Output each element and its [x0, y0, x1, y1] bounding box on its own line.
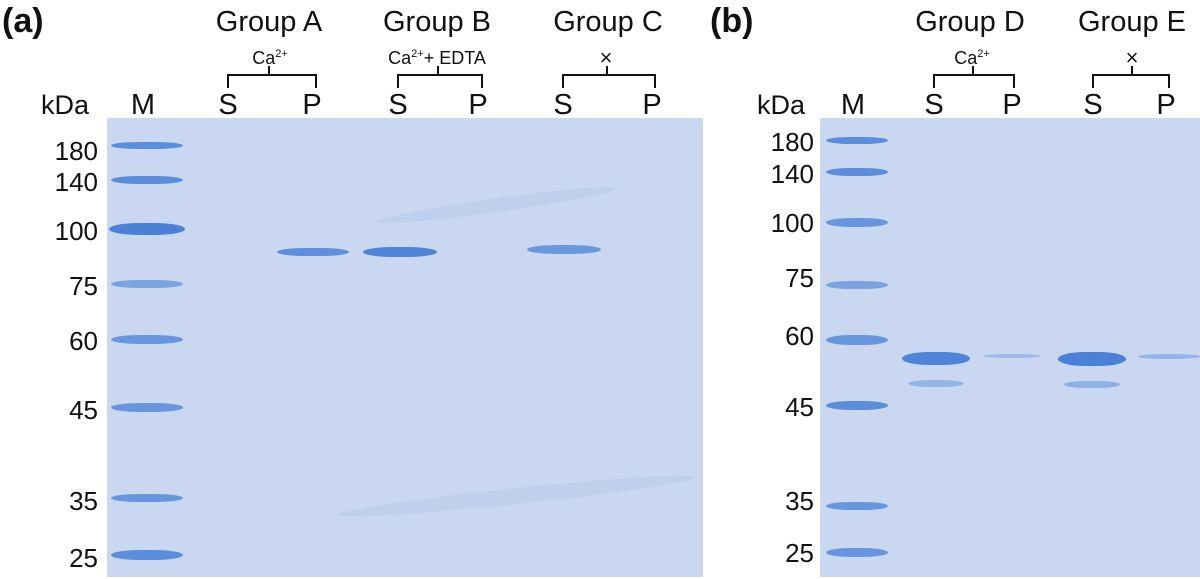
mw-a-100: 100 — [54, 216, 98, 246]
group-a-condition: Ca2+ — [252, 48, 288, 68]
marker-band-100 — [109, 223, 185, 235]
mw-a-75: 75 — [69, 271, 98, 301]
marker-band-45 — [111, 403, 183, 412]
marker-band-180 — [111, 142, 183, 149]
bracket-e-stem — [1131, 66, 1133, 74]
group-b-title: Group B — [383, 6, 491, 38]
bracket-c — [562, 74, 656, 88]
bracket-b-stem — [437, 66, 439, 74]
mw-b-100: 100 — [770, 208, 814, 238]
bracket-d — [933, 74, 1015, 88]
marker-band-b-25 — [826, 548, 888, 557]
group-e-title: Group E — [1078, 6, 1186, 38]
marker-band-b-140 — [826, 168, 888, 176]
mw-b-75: 75 — [785, 263, 814, 293]
panel-b-label: (b) — [710, 2, 754, 40]
bracket-b — [397, 74, 483, 88]
lane-label-a-p1: P — [302, 89, 322, 121]
marker-band-75 — [111, 280, 183, 288]
band-group-e-s-lower — [1064, 381, 1120, 388]
kda-label-b: kDa — [757, 90, 806, 120]
gel-image-a — [107, 118, 703, 577]
smear-a-upper — [377, 181, 617, 229]
band-group-d-s — [902, 352, 970, 365]
group-c-condition: × — [599, 45, 613, 70]
mw-a-45: 45 — [69, 395, 98, 425]
group-b-condition: Ca2++ EDTA — [388, 48, 486, 68]
lane-label-a-s2: S — [388, 89, 408, 121]
lane-label-a-p2: P — [468, 89, 488, 121]
mw-b-35: 35 — [785, 486, 814, 516]
band-group-e-s — [1058, 352, 1126, 366]
bracket-a — [227, 74, 317, 88]
marker-band-b-35 — [826, 502, 888, 510]
mw-a-25: 25 — [69, 543, 98, 573]
marker-lane-label-a: M — [130, 89, 156, 121]
band-group-a-p — [277, 248, 349, 256]
marker-band-b-60 — [826, 335, 888, 345]
mw-a-180: 180 — [54, 136, 98, 166]
lane-label-b-s2: S — [1083, 89, 1103, 121]
marker-band-b-45 — [826, 401, 888, 410]
band-group-c-s — [527, 245, 601, 254]
band-group-e-p — [1138, 354, 1200, 359]
marker-band-140 — [111, 176, 183, 184]
mw-a-35: 35 — [69, 486, 98, 516]
lane-label-b-s1: S — [924, 89, 944, 121]
bracket-e — [1092, 74, 1170, 88]
lane-label-a-s3: S — [553, 89, 573, 121]
mw-b-45: 45 — [785, 392, 814, 422]
lane-label-a-p3: P — [642, 89, 662, 121]
marker-band-b-75 — [826, 281, 888, 289]
bracket-a-stem — [268, 66, 270, 74]
group-d-condition: Ca2+ — [954, 48, 990, 68]
mw-a-60: 60 — [69, 326, 98, 356]
mw-b-140: 140 — [770, 159, 814, 189]
group-e-condition: × — [1125, 45, 1139, 70]
panel-a-label: (a) — [2, 2, 44, 40]
band-group-d-s-lower — [908, 380, 964, 387]
marker-lane-label-b: M — [840, 89, 866, 121]
marker-band-35 — [111, 494, 183, 502]
mw-a-140: 140 — [54, 167, 98, 197]
mw-b-25: 25 — [785, 538, 814, 568]
mw-b-180: 180 — [770, 127, 814, 157]
mw-b-60: 60 — [785, 321, 814, 351]
smear-a-lower — [337, 469, 697, 523]
lane-label-a-s1: S — [218, 89, 238, 121]
band-group-d-p — [984, 354, 1040, 358]
marker-band-25 — [111, 550, 183, 560]
marker-band-b-180 — [826, 137, 888, 144]
bracket-d-stem — [972, 66, 974, 74]
kda-label-a: kDa — [41, 90, 90, 120]
group-c-title: Group C — [553, 6, 663, 38]
marker-band-60 — [111, 335, 183, 344]
lane-label-b-p2: P — [1156, 89, 1176, 121]
bracket-c-stem — [606, 66, 608, 74]
group-d-title: Group D — [915, 6, 1025, 38]
group-a-title: Group A — [215, 6, 323, 38]
band-group-b-s — [363, 247, 437, 257]
lane-label-b-p1: P — [1002, 89, 1022, 121]
marker-band-b-100 — [826, 218, 888, 227]
gel-image-b — [820, 118, 1200, 577]
